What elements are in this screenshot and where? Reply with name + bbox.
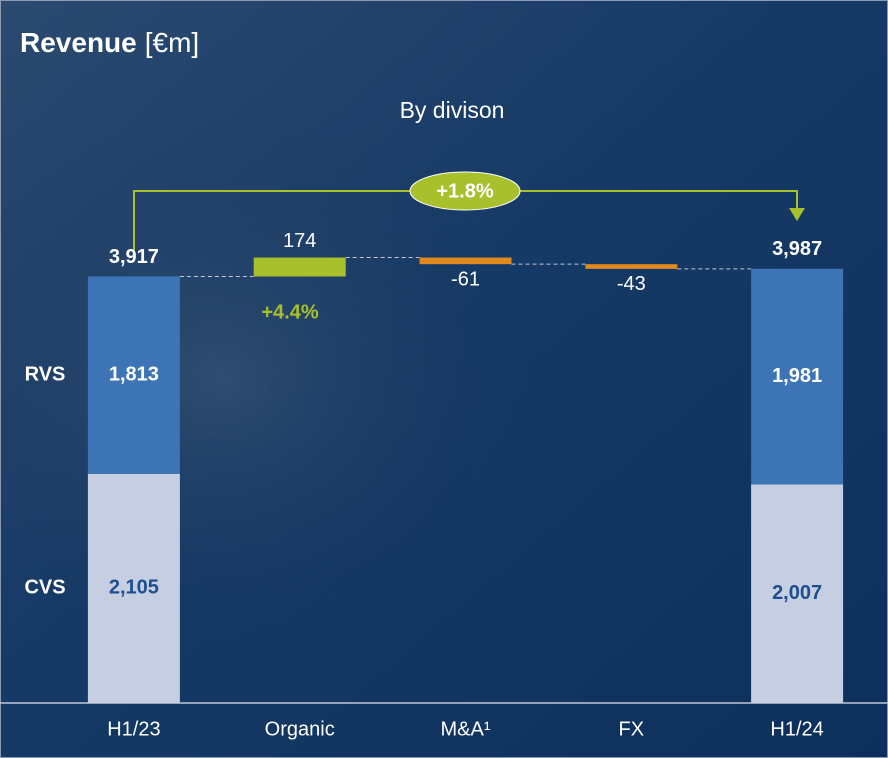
change-bar <box>585 264 677 269</box>
total-growth-label: +1.8% <box>436 180 493 202</box>
change-label: 174 <box>283 230 316 252</box>
chart: Revenue [€m] By divison +1.8% +4.4% H1/23… <box>0 0 888 758</box>
chart-title: Revenue [€m] <box>20 27 199 58</box>
page: Revenue [€m] By divison +1.8% +4.4% H1/23… <box>0 0 888 758</box>
change-bar <box>420 258 512 265</box>
x-tick-label: FX <box>619 718 645 740</box>
x-tick-label: M&A¹ <box>441 718 491 740</box>
x-tick-label: Organic <box>265 718 335 740</box>
segment-label: 2,007 <box>772 582 822 604</box>
change-label: -61 <box>451 268 480 290</box>
title-unit: [€m] <box>145 27 199 58</box>
title-main: Revenue <box>20 27 137 58</box>
organic-growth-label: +4.4% <box>261 301 318 323</box>
chart-subtitle: By divison <box>400 97 505 123</box>
legend-label: CVS <box>24 577 65 599</box>
segment-label: 1,981 <box>772 365 822 387</box>
legend-label: RVS <box>25 363 66 385</box>
segment-label: 1,813 <box>109 363 159 385</box>
total-label: 3,987 <box>772 238 822 260</box>
x-tick-label: H1/24 <box>770 718 823 740</box>
change-label: -43 <box>617 273 646 295</box>
segment-label: 2,105 <box>109 577 159 599</box>
change-bar <box>254 258 346 277</box>
total-label: 3,917 <box>109 246 159 268</box>
x-tick-label: H1/23 <box>107 718 160 740</box>
